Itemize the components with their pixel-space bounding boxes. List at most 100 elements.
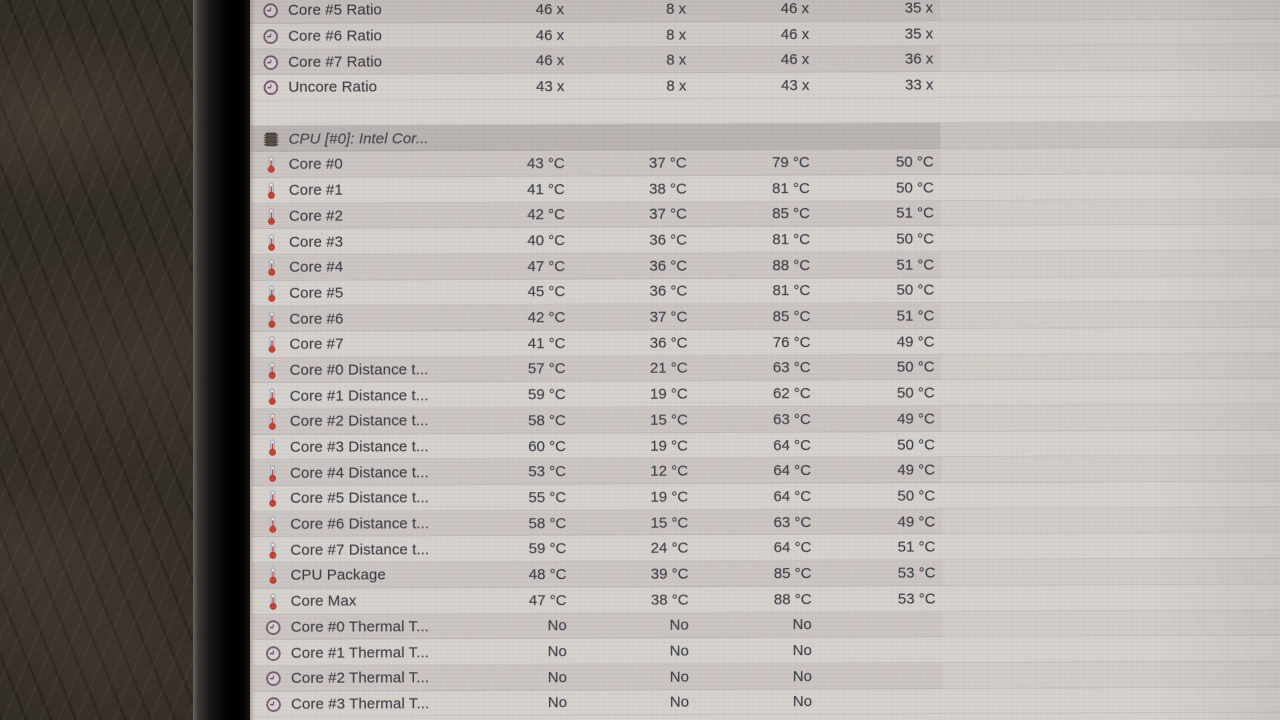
value-cell: 63 °C bbox=[773, 513, 812, 531]
sensor-label: Core #2 Thermal T... bbox=[290, 669, 430, 688]
value-cell: 42 °C bbox=[527, 206, 565, 224]
value-cell: 37 °C bbox=[649, 205, 687, 224]
value-cell: 64 °C bbox=[773, 487, 812, 506]
sensor-row[interactable]: Core #6 Distance t... 58 °C 15 °C 63 °C 49 °… bbox=[252, 507, 1280, 538]
sensor-row[interactable]: Core #3 Distance t... 60 °C 19 °C 64 °C 50 °… bbox=[252, 430, 1280, 460]
value-cell: 46 x bbox=[535, 0, 565, 19]
value-cell: 49 °C bbox=[897, 410, 935, 428]
sensor-label: Core #7 bbox=[289, 335, 344, 354]
value-cell: 42 °C bbox=[527, 309, 566, 327]
sensor-row[interactable]: Core #1 41 °C 38 °C 81 °C 50 °C bbox=[251, 173, 1280, 203]
sensor-label: Core #4 bbox=[289, 258, 344, 277]
sensor-row[interactable]: Core #5 45 °C 36 °C 81 °C 50 °C bbox=[251, 276, 1280, 306]
clock-icon bbox=[265, 644, 282, 661]
thermometer-icon bbox=[264, 464, 281, 482]
sensor-row[interactable]: Core #0 Distance t... 57 °C 21 °C 63 °C 50 °… bbox=[251, 353, 1280, 384]
sensor-row[interactable]: Core #0 Thermal T... No No No bbox=[252, 609, 1280, 641]
sensor-row[interactable]: Core #5 Distance t... 55 °C 19 °C 64 °C 50 °… bbox=[252, 482, 1280, 512]
clock-icon bbox=[265, 619, 282, 636]
value-cell: 46 x bbox=[780, 25, 810, 43]
sensor-row[interactable]: Core #0 43 °C 37 °C 79 °C 50 °C bbox=[250, 147, 1280, 178]
sensor-row[interactable]: Core #7 Distance t... 59 °C 24 °C 64 °C 51 °… bbox=[252, 533, 1280, 563]
value-cell: 36 x bbox=[904, 50, 934, 68]
sensor-row[interactable]: Uncore Ratio 43 x 8 x 43 x 33 x bbox=[250, 71, 1280, 101]
value-cell: 8 x bbox=[666, 26, 687, 44]
value-cell: 47 °C bbox=[527, 257, 566, 276]
value-cell: 76 °C bbox=[772, 333, 811, 352]
sensor-row[interactable]: Core #4 Distance t... 53 °C 12 °C 64 °C 49 °… bbox=[252, 455, 1280, 487]
value-cell: 47 °C bbox=[528, 591, 567, 609]
value-cell: 50 °C bbox=[897, 487, 936, 505]
sensor-row[interactable]: Core #7 Ratio 46 x 8 x 46 x 36 x bbox=[250, 44, 1280, 76]
value-cell: 35 x bbox=[904, 0, 934, 17]
clock-icon bbox=[262, 79, 279, 96]
sensor-label: Core #1 Distance t... bbox=[289, 386, 429, 405]
value-cell: 51 °C bbox=[896, 256, 935, 274]
value-cell: 19 °C bbox=[650, 437, 688, 455]
thermometer-icon bbox=[264, 516, 281, 533]
value-cell: 21 °C bbox=[649, 360, 688, 378]
sensor-label: Core #0 Distance t... bbox=[289, 361, 429, 379]
sensor-label: Core #1 Thermal T... bbox=[290, 643, 430, 662]
clock-icon bbox=[262, 2, 279, 19]
value-cell: 46 x bbox=[780, 51, 810, 69]
value-cell: 46 x bbox=[535, 52, 565, 70]
value-cell: 55 °C bbox=[528, 489, 567, 507]
thermometer-icon bbox=[263, 233, 280, 251]
thermometer-icon bbox=[264, 362, 281, 379]
value-cell: 36 °C bbox=[649, 231, 688, 249]
value-cell: 85 °C bbox=[772, 205, 810, 223]
section-title: CPU [#0]: Intel Cor... bbox=[288, 130, 429, 148]
value-cell: 79 °C bbox=[771, 154, 810, 172]
value-cell: 81 °C bbox=[772, 231, 811, 249]
value-cell: No bbox=[792, 642, 812, 660]
thermometer-icon bbox=[263, 259, 280, 276]
value-cell: 59 °C bbox=[528, 386, 566, 404]
thermometer-icon bbox=[263, 182, 280, 199]
sensor-row[interactable]: Core #3 40 °C 36 °C 81 °C 50 °C bbox=[251, 225, 1280, 255]
sensor-row[interactable]: Core #7 41 °C 36 °C 76 °C 49 °C bbox=[251, 327, 1280, 357]
value-cell: 53 °C bbox=[897, 564, 936, 582]
value-cell: 81 °C bbox=[772, 179, 810, 197]
sensor-row[interactable]: Core #1 Distance t... 59 °C 19 °C 62 °C 50 °… bbox=[252, 379, 1280, 409]
value-cell: 46 x bbox=[780, 0, 810, 18]
thermometer-icon bbox=[265, 593, 282, 610]
value-cell: 24 °C bbox=[650, 539, 689, 558]
sensor-row[interactable]: CPU Package 48 °C 39 °C 85 °C 53 °C bbox=[252, 558, 1280, 589]
value-cell: 60 °C bbox=[528, 437, 566, 455]
value-cell: 19 °C bbox=[650, 385, 688, 403]
sensor-row[interactable]: Core #3 Thermal T... No No No bbox=[253, 687, 1280, 717]
thermometer-icon bbox=[264, 413, 281, 431]
value-cell: 43 x bbox=[535, 78, 565, 96]
sensor-row[interactable]: Core #2 Thermal T... No No No bbox=[252, 661, 1280, 692]
value-cell: 46 x bbox=[535, 26, 565, 44]
sensor-row[interactable]: Core Max 47 °C 38 °C 88 °C 53 °C bbox=[253, 584, 1280, 614]
thermometer-icon bbox=[263, 310, 280, 328]
sensor-label: Core #5 Distance t... bbox=[290, 489, 430, 508]
sensor-row[interactable]: Core #6 Ratio 46 x 8 x 46 x 35 x bbox=[250, 19, 1280, 49]
value-cell: No bbox=[669, 642, 689, 660]
value-cell: No bbox=[792, 616, 812, 634]
sensor-row[interactable]: Core #4 47 °C 36 °C 88 °C 51 °C bbox=[251, 250, 1280, 281]
value-cell: 8 x bbox=[665, 0, 687, 18]
sensor-label: Core #7 Distance t... bbox=[290, 541, 430, 559]
section-header-row[interactable]: CPU [#0]: Intel Cor... bbox=[250, 121, 1280, 153]
sensor-label: Core #0 Thermal T... bbox=[290, 618, 429, 636]
sensor-row[interactable]: Core #5 Ratio 46 x 8 x 46 x 35 x bbox=[250, 0, 1280, 24]
thermometer-icon bbox=[263, 336, 280, 354]
sensor-row[interactable]: Core #2 42 °C 37 °C 85 °C 51 °C bbox=[250, 199, 1280, 230]
value-cell: 58 °C bbox=[528, 411, 566, 430]
monitor-bezel bbox=[193, 0, 250, 720]
sensor-row[interactable]: Core #6 42 °C 37 °C 85 °C 51 °C bbox=[251, 301, 1280, 332]
thermometer-icon bbox=[263, 208, 280, 225]
sensor-row[interactable]: Core #1 Thermal T... No No No bbox=[253, 636, 1280, 666]
sensor-label: Core #5 Ratio bbox=[288, 1, 382, 20]
sensor-label: Core #2 Distance t... bbox=[289, 412, 429, 431]
value-cell: 64 °C bbox=[773, 539, 812, 557]
sensor-row[interactable]: Core #2 Distance t... 58 °C 15 °C 63 °C 49 °… bbox=[251, 404, 1280, 435]
value-cell: 63 °C bbox=[773, 410, 811, 429]
thermometer-icon bbox=[264, 439, 281, 456]
sensor-label: Core #4 Distance t... bbox=[290, 463, 429, 482]
value-cell: 15 °C bbox=[650, 411, 688, 429]
